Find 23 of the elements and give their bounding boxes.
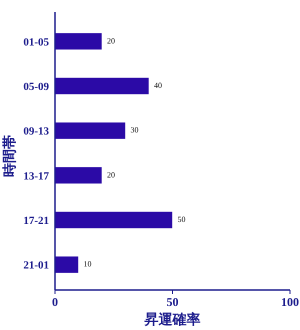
bar [54,77,150,95]
y-tick-label: 13-17 [23,170,50,182]
bar [54,256,79,274]
y-tick-label: 09-13 [23,126,50,138]
data-label: 30 [130,126,138,135]
y-tick-label: 21-01 [23,260,49,272]
bar [54,166,102,184]
data-label: 10 [84,260,92,269]
x-tick-label: 0 [52,295,58,309]
data-label: 50 [178,215,186,224]
x-axis-title: 昇運確率 [144,311,200,328]
y-tick-label: 05-09 [23,81,50,93]
bar [54,211,173,229]
bar [54,32,102,50]
y-tick-label: 01-05 [23,36,50,48]
bar [54,122,126,140]
data-label: 20 [107,170,115,180]
data-label: 40 [154,81,162,90]
y-axis-title: 時間帯 [2,135,18,177]
data-label: 20 [107,36,115,46]
x-tick-label: 50 [166,295,178,309]
x-tick-label: 100 [281,295,299,309]
y-tick-label: 17-21 [23,215,49,227]
